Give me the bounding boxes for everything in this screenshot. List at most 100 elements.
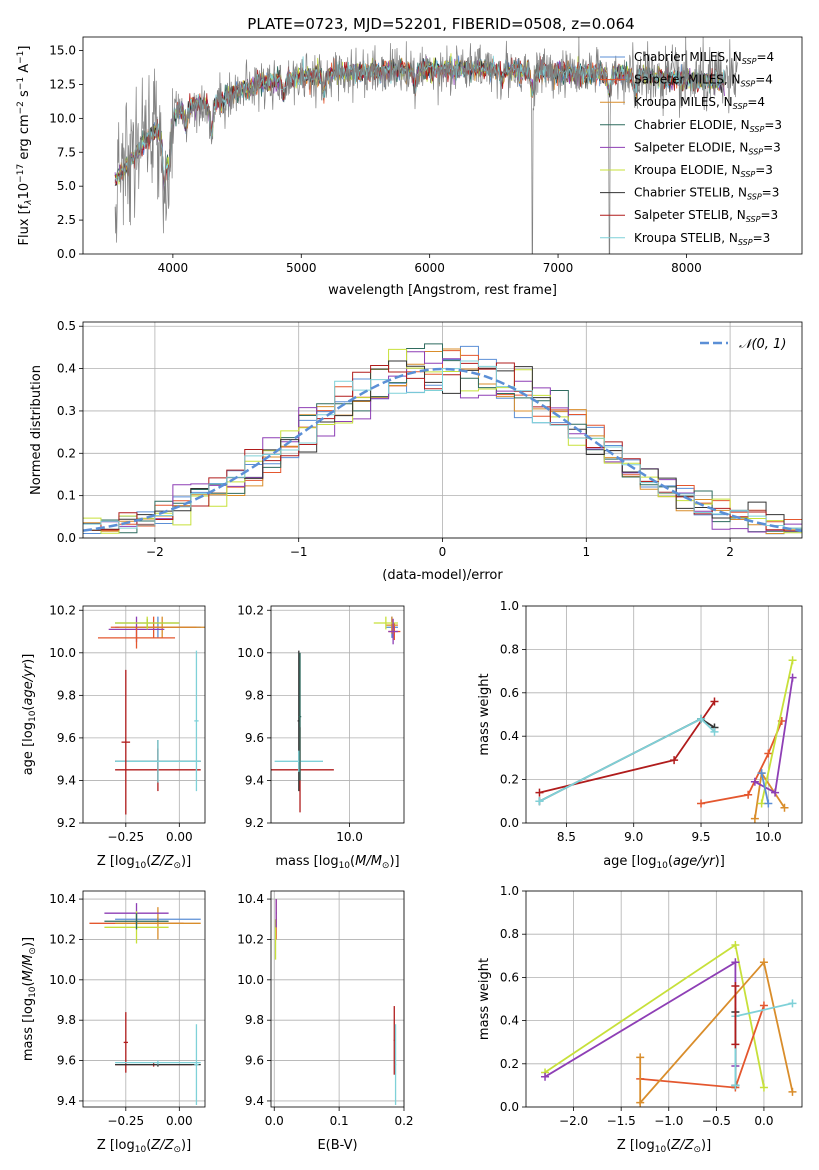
figure-title: PLATE=0723, MJD=52201, FIBERID=0508, z=0…: [247, 15, 634, 33]
marker-kroupa_miles: [636, 1053, 645, 1062]
y-tick-label: 0.2: [500, 1057, 519, 1071]
marker-salpeter_miles: [759, 1001, 768, 1010]
x-tick-label: −0.25: [107, 1114, 144, 1128]
y-tick-label: 10.0: [49, 111, 76, 125]
legend: Chabrier MILES, NSSP=4 Salpeter MILES, NS…: [600, 50, 782, 247]
lines: [541, 941, 797, 1107]
y-tick-label: 10.4: [49, 892, 76, 906]
marker-kroupa_stelib: [731, 1081, 740, 1090]
y-tick-label: 1.0: [500, 884, 519, 898]
panel-mass_vs_Z: −0.25 0.00 9.4 9.6 9.8 10.0 10.2 10.4 Z [log10(Z…: [21, 890, 206, 1155]
panel-massweight_vs_age: 8.5 9.0 9.5 10.0 0.0 0.2 0.4 0.6 0.8 1.0 age [log1…: [477, 599, 803, 871]
x-tick-label: 0.0: [754, 1114, 773, 1128]
y-tick-label: 0.0: [57, 531, 76, 545]
marker-kroupa_miles: [788, 1087, 797, 1096]
x-tick-label: 10.0: [336, 830, 363, 844]
y-tick-label: 0.3: [57, 404, 76, 418]
y-tick-label: 0.6: [500, 970, 519, 984]
y-tick-label: 0.6: [500, 686, 519, 700]
legend-entry: Kroupa ELODIE, NSSP=3: [634, 163, 773, 179]
y-tick-label: 12.5: [49, 77, 76, 91]
marker-salpeter_stelib: [731, 982, 740, 991]
y-tick-label: 9.2: [245, 816, 264, 830]
y-axis-label: Flux [fλ10−17 erg cm−2 s−1 A−1]: [16, 46, 34, 246]
marker-salpeter_miles: [697, 799, 706, 808]
y-tick-label: 0.2: [500, 773, 519, 787]
y-tick-label: 9.2: [57, 816, 76, 830]
y-tick-label: 9.8: [245, 1013, 264, 1027]
marker-salpeter_elodie: [731, 958, 740, 967]
y-tick-label: 10.2: [49, 932, 76, 946]
marker-kroupa_stelib: [697, 714, 706, 723]
marker-kroupa_stelib: [710, 727, 719, 736]
axes-frame: [270, 890, 405, 1108]
y-tick-label: 10.0: [49, 646, 76, 660]
x-tick-label: 0.00: [166, 830, 193, 844]
x-axis-label: (data-model)/error: [382, 568, 503, 583]
x-tick-label: −2.0: [559, 1114, 588, 1128]
series-chabrier_stelib: [539, 717, 715, 803]
marker-kroupa_stelib: [788, 999, 797, 1008]
y-tick-label: 7.5: [57, 145, 76, 159]
x-axis-label: wavelength [Angstrom, rest frame]: [328, 283, 557, 298]
y-tick-label: 9.8: [245, 688, 264, 702]
y-tick-label: 10.4: [237, 892, 264, 906]
legend-entry: Chabrier MILES, NSSP=4: [634, 50, 774, 66]
y-tick-label: 0.4: [500, 729, 519, 743]
marker-kroupa_elodie: [731, 941, 740, 949]
marker-salpeter_elodie: [541, 1072, 550, 1081]
y-tick-label: 0.0: [500, 816, 519, 830]
x-tick-label: 1: [582, 545, 590, 559]
x-tick-label: −2: [146, 545, 164, 559]
legend-entry: Kroupa STELIB, NSSP=3: [634, 231, 770, 247]
y-tick-label: 9.4: [245, 1094, 264, 1108]
errorbars: [89, 903, 201, 1105]
x-axis-label: Z [log10(Z/Z⊙)]: [97, 854, 191, 871]
marker-salpeter_elodie: [771, 788, 780, 797]
series-salpeter_miles: [640, 1005, 765, 1089]
y-tick-label: 9.4: [57, 773, 76, 787]
marker-kroupa_elodie: [757, 799, 766, 808]
marker-salpeter_stelib: [731, 1040, 740, 1049]
marker-kroupa_miles: [750, 814, 759, 823]
y-tick-label: 0.8: [500, 642, 519, 656]
y-tick-label: 5.0: [57, 179, 76, 193]
axes-frame: [270, 605, 405, 824]
x-axis-label: age [log10(age/yr)]: [603, 854, 725, 871]
histograms: [83, 343, 802, 535]
y-tick-label: 2.5: [57, 213, 76, 227]
legend-entry: Kroupa MILES, NSSP=4: [634, 95, 765, 111]
spectrum-lines: [114, 37, 738, 254]
marker-salpeter_stelib: [670, 756, 679, 765]
gaussian-curve: [83, 367, 802, 532]
y-axis-label: Normed distribution: [29, 365, 44, 495]
x-tick-label: 0.00: [166, 1114, 193, 1128]
y-tick-label: 0.2: [57, 446, 76, 460]
x-axis-label: E(B-V): [317, 1138, 357, 1153]
lines: [535, 656, 797, 823]
marker-chabrier_miles: [764, 799, 773, 808]
series-chabrier_miles: [760, 772, 770, 804]
y-axis-label: mass weight: [477, 958, 492, 1040]
y-tick-label: 0.0: [57, 247, 76, 261]
y-tick-label: 15.0: [49, 44, 76, 58]
series-kroupa_stelib: [539, 717, 716, 803]
x-tick-label: 6000: [414, 261, 445, 275]
panel-mass_vs_ebv: 0.0 0.1 0.2 9.4 9.6 9.8 10.0 10.2 10.4 E(B-V): [237, 890, 414, 1153]
x-tick-label: −1: [290, 545, 308, 559]
errorbars: [271, 616, 401, 813]
axes-frame: [525, 890, 803, 1108]
x-tick-label: 0.0: [265, 1114, 284, 1128]
x-tick-label: 5000: [286, 261, 317, 275]
axes-frame: [82, 890, 206, 1108]
y-tick-label: 0.0: [500, 1100, 519, 1114]
marker-kroupa_elodie: [788, 656, 797, 665]
y-tick-label: 10.0: [237, 646, 264, 660]
y-axis-label: mass weight: [477, 673, 492, 755]
x-tick-label: 2: [726, 545, 734, 559]
errorbars: [274, 899, 397, 1105]
marker-salpeter_stelib: [710, 697, 719, 706]
x-tick-label: 9.0: [624, 830, 643, 844]
marker-kroupa_elodie: [759, 1083, 768, 1092]
